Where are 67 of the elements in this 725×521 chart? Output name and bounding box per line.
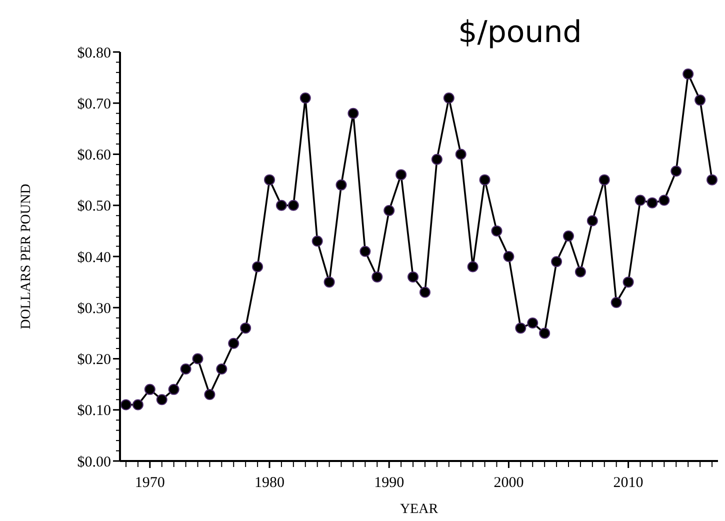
point: [288, 200, 299, 211]
x-tick-label: 1970: [134, 475, 165, 491]
chart-title: $/pound: [458, 15, 582, 50]
y-tick-label: $0.60: [77, 148, 111, 164]
point: [240, 322, 252, 334]
point: [120, 399, 132, 410]
point: [372, 271, 383, 282]
point: [180, 363, 192, 374]
point: [503, 251, 514, 262]
point: [658, 194, 670, 206]
point: [598, 174, 610, 186]
point: [336, 179, 347, 190]
point: [694, 94, 706, 106]
point: [670, 166, 682, 177]
x-axis-title: YEAR: [400, 502, 439, 517]
point: [144, 384, 156, 395]
point: [228, 338, 240, 349]
point: [706, 174, 718, 186]
x-tick-label: 2010: [613, 475, 644, 491]
y-tick-label: $0.80: [77, 45, 111, 62]
point: [634, 194, 646, 206]
point: [204, 389, 216, 400]
point: [467, 261, 478, 272]
point: [443, 92, 454, 104]
point: [300, 92, 311, 104]
point: [479, 174, 490, 186]
y-axis-title: DOLLARS PER POUND: [19, 184, 34, 330]
y-tick-label: $0.50: [77, 198, 111, 215]
y-tick-label: $0.70: [77, 96, 111, 112]
x-tick-label: 1980: [254, 475, 284, 491]
point: [563, 230, 574, 242]
point: [539, 328, 550, 339]
point: [455, 148, 466, 160]
point: [384, 204, 395, 216]
point: [396, 169, 407, 180]
point: [192, 353, 204, 364]
point: [156, 394, 168, 406]
point: [622, 276, 634, 288]
point: [610, 297, 622, 308]
point: [360, 246, 371, 257]
point: [491, 225, 502, 236]
point: [216, 363, 228, 374]
y-tick-label: $0.40: [77, 250, 111, 266]
point: [132, 399, 144, 410]
point: [515, 322, 526, 334]
point: [264, 174, 275, 186]
point: [252, 261, 264, 272]
point: [431, 154, 442, 165]
point: [574, 266, 586, 278]
x-tick-label: 1990: [374, 475, 404, 491]
point: [682, 68, 694, 80]
point: [551, 256, 562, 268]
y-tick-label: $0.00: [77, 454, 111, 470]
point: [324, 276, 335, 288]
y-tick-label: $0.10: [77, 403, 111, 420]
point: [419, 286, 430, 298]
point: [312, 236, 323, 247]
point: [348, 108, 359, 119]
point: [646, 197, 658, 208]
point: [527, 317, 538, 328]
point: [408, 271, 419, 282]
point: [168, 384, 180, 395]
y-tick-label: $0.30: [77, 300, 111, 317]
x-tick-label: 2000: [494, 475, 524, 491]
point: [586, 215, 598, 226]
point: [276, 200, 287, 211]
y-tick-label: $0.20: [77, 352, 111, 368]
